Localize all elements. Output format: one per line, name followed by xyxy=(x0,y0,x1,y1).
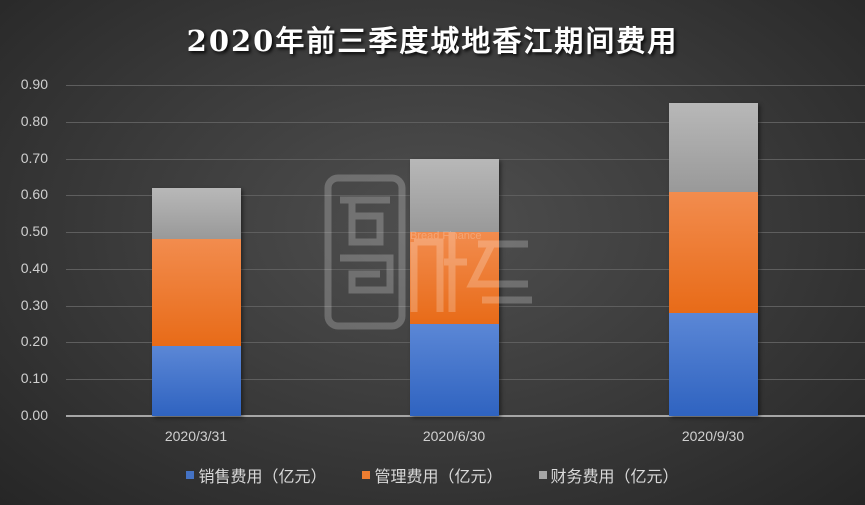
bar-segment[interactable] xyxy=(669,103,758,192)
legend-swatch-icon xyxy=(538,471,547,479)
bar-segment[interactable] xyxy=(152,346,241,416)
y-tick-label: 0.40 xyxy=(20,259,48,276)
legend-swatch-icon xyxy=(186,471,195,479)
legend-label: 财务费用（亿元） xyxy=(550,467,679,486)
bar-segment[interactable] xyxy=(152,239,241,347)
bar-segment[interactable] xyxy=(410,232,499,325)
stacked-bar[interactable] xyxy=(410,158,499,416)
gridline xyxy=(66,85,865,86)
y-tick-label: 0.00 xyxy=(20,407,48,423)
bar-segment[interactable] xyxy=(410,158,499,233)
bar-segment[interactable] xyxy=(669,191,758,313)
y-tick-label: 0.10 xyxy=(20,370,48,387)
x-tick-label: 2020/9/30 xyxy=(681,428,745,444)
y-tick-label: 0.90 xyxy=(20,76,48,92)
legend: 销售费用（亿元） 管理费用（亿元） 财务费用（亿元） xyxy=(0,463,865,487)
bar-segment[interactable] xyxy=(410,324,499,416)
x-tick-label: 2020/3/31 xyxy=(164,428,228,444)
legend-label: 销售费用（亿元） xyxy=(198,467,327,486)
legend-swatch-icon xyxy=(362,471,371,479)
y-tick-label: 0.50 xyxy=(20,223,48,240)
legend-label: 管理费用（亿元） xyxy=(374,467,503,486)
stacked-bar[interactable] xyxy=(152,187,241,416)
y-tick-label: 0.30 xyxy=(20,296,48,313)
gridline xyxy=(66,121,865,123)
chart-title: 2020年前三季度城地香江期间费用 xyxy=(186,24,679,58)
y-tick-label: 0.70 xyxy=(20,149,48,166)
stacked-bar[interactable] xyxy=(669,103,758,416)
legend-item[interactable]: 财务费用（亿元） xyxy=(538,463,679,487)
legend-item[interactable]: 销售费用（亿元） xyxy=(186,463,326,487)
bar-segment[interactable] xyxy=(669,313,758,416)
y-tick-label: 0.20 xyxy=(20,333,48,350)
y-tick-label: 0.80 xyxy=(20,112,48,129)
bar-segment[interactable] xyxy=(152,187,241,240)
legend-item[interactable]: 管理费用（亿元） xyxy=(362,463,503,487)
x-tick-label: 2020/6/30 xyxy=(422,428,486,444)
y-tick-label: 0.60 xyxy=(20,186,48,203)
x-axis-line xyxy=(66,415,865,417)
